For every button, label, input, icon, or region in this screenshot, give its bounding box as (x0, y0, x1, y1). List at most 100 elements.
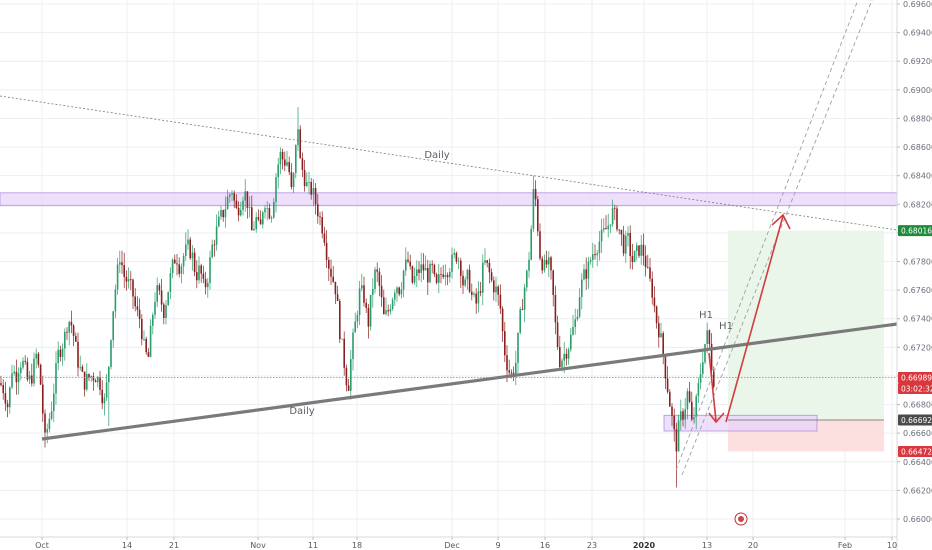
candle (314, 183, 317, 215)
price-tag[interactable]: 0.66989 (898, 372, 932, 384)
candle (330, 259, 332, 285)
candle-body (237, 207, 240, 216)
candle-body (42, 384, 44, 414)
time-axis[interactable]: Oct 14 21 Nov 11 18 Dec 9 16 23 2020 13 20 Feb 10 (0, 536, 897, 550)
annotations: Daily Daily H1 H1 (289, 150, 748, 526)
candle (101, 380, 103, 410)
candle-body (451, 254, 453, 272)
candle (475, 288, 477, 314)
candle-body (585, 269, 587, 279)
candle (572, 314, 574, 336)
candle-body (279, 151, 282, 165)
price-tag[interactable]: 0.68016 (898, 225, 932, 237)
candle (482, 254, 484, 306)
candle-body (336, 294, 339, 301)
candle-body (422, 264, 425, 271)
candle-body (48, 418, 51, 430)
candle (116, 257, 119, 295)
candle-body (358, 288, 361, 316)
candle (343, 331, 345, 376)
candle-body (460, 260, 462, 276)
candle-body (554, 294, 557, 323)
candle (374, 266, 376, 294)
daily-ascending-trendline[interactable] (41, 322, 898, 441)
candle-body (112, 311, 114, 341)
projection-arrows[interactable] (708, 213, 791, 424)
price-tag[interactable]: 0.66472 (898, 445, 932, 457)
arrow-down-leg (708, 352, 717, 422)
candle-body (127, 279, 130, 282)
candle (143, 330, 145, 342)
price-tag[interactable]: 0.66692 (898, 414, 932, 426)
price-tag[interactable]: 03:02:32 (898, 383, 932, 395)
candle-body (609, 224, 612, 226)
drawings[interactable] (0, 0, 898, 476)
candle-body (202, 273, 205, 279)
candle-body (288, 162, 290, 173)
candle (521, 298, 524, 311)
candle-body (409, 261, 411, 267)
candle-body (449, 271, 451, 278)
candle-body (325, 242, 328, 261)
candle-body (693, 417, 695, 420)
candle-body (378, 271, 381, 286)
candle-body (257, 217, 260, 220)
event-marker-icon[interactable] (734, 512, 748, 526)
price-tag-label: 0.66692 (901, 416, 932, 425)
candle-body (411, 266, 414, 283)
candle (457, 257, 460, 270)
candle (609, 224, 612, 234)
candle (477, 281, 480, 313)
daily-descending-trendline[interactable] (0, 95, 898, 231)
h1-channel-upper[interactable] (675, 0, 859, 471)
candle-body (50, 411, 53, 419)
candle-body (246, 191, 249, 208)
candle-body (277, 164, 279, 178)
candle (273, 197, 275, 219)
arrow-up-head (771, 213, 791, 230)
candle (154, 292, 156, 319)
candle-body (618, 229, 620, 231)
candle (237, 201, 240, 222)
candle (594, 244, 596, 260)
candle-body (198, 265, 200, 281)
candle-body (519, 309, 521, 333)
candle-body (31, 375, 33, 384)
candle (136, 296, 139, 317)
candle (211, 239, 213, 259)
candle (176, 254, 178, 276)
candle-body (145, 338, 147, 353)
candle (616, 205, 618, 232)
candle-body (521, 309, 524, 310)
price-tag-bg (898, 383, 932, 395)
candle (644, 245, 647, 277)
candle (620, 229, 623, 246)
candle (57, 341, 59, 371)
candle (279, 147, 282, 175)
candle (354, 312, 356, 333)
candle-body (418, 269, 420, 273)
candle (187, 229, 189, 250)
candle-body (94, 380, 97, 383)
candle (396, 286, 398, 302)
candle (407, 251, 409, 264)
candle-body (33, 358, 35, 384)
candle (391, 297, 394, 311)
candle-body (235, 200, 238, 208)
candle-body (4, 393, 7, 404)
candle (431, 260, 433, 274)
candle (693, 407, 695, 424)
candle (264, 205, 266, 219)
candle-body (372, 289, 374, 295)
candle-body (147, 352, 150, 357)
candle (691, 391, 693, 422)
candle-body (581, 279, 583, 298)
